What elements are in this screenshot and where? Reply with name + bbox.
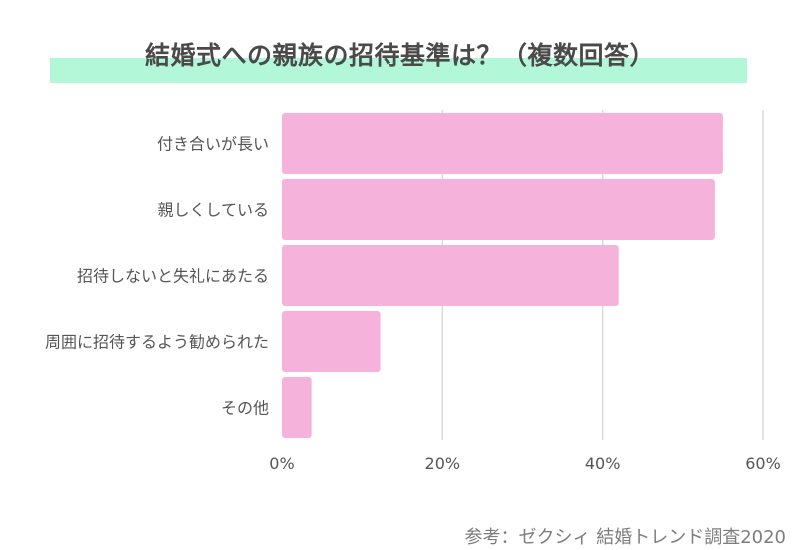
x-tick-label: 0%: [269, 454, 294, 473]
title-highlight-band: [50, 58, 747, 83]
bars: [282, 113, 723, 438]
category-label: 周囲に招待するよう勧められた: [45, 333, 269, 352]
source-note: 参考：ゼクシィ 結婚トレンド調査2020: [464, 527, 786, 548]
category-label: 親しくしている: [157, 201, 269, 220]
x-axis-tick-labels: 0% 20% 40% 60%: [269, 454, 780, 473]
bar: [282, 245, 619, 306]
bar: [282, 113, 723, 174]
x-tick-label: 20%: [425, 454, 461, 473]
chart-title: 結婚式への親族の招待基準は？（複数回答）: [144, 41, 655, 70]
bar: [282, 377, 312, 438]
category-label: 付き合いが長い: [157, 135, 269, 154]
category-label: 招待しないと失礼にあたる: [77, 267, 269, 286]
x-tick-label: 60%: [745, 454, 781, 473]
category-label: その他: [221, 399, 269, 418]
bar: [282, 311, 381, 372]
x-tick-label: 40%: [585, 454, 621, 473]
bar: [282, 179, 715, 240]
category-labels: 付き合いが長い親しくしている招待しないと失礼にあたる周囲に招待するよう勧められた…: [45, 135, 269, 418]
